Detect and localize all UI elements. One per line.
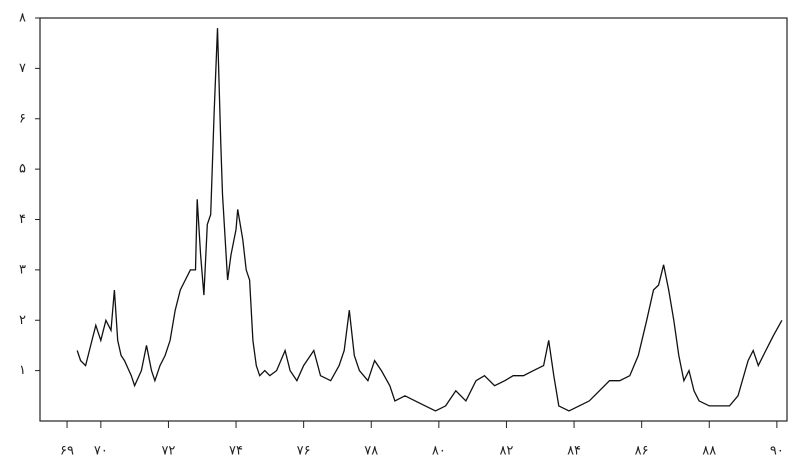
x-tick-label: ۸۸ xyxy=(702,444,716,459)
x-tick-label: ۹۰ xyxy=(770,444,784,459)
y-tick-label: ۲ xyxy=(19,313,26,328)
y-tick-label: ۱ xyxy=(19,363,26,378)
y-tick-label: ۳ xyxy=(19,262,26,277)
plot-frame xyxy=(39,17,788,422)
x-tick-label: ۸۶ xyxy=(635,444,649,459)
y-tick-label: ۷ xyxy=(19,61,26,76)
y-tick-label: ۴ xyxy=(19,212,26,227)
x-tick-label: ۸۴ xyxy=(567,444,581,459)
data-line xyxy=(76,28,783,412)
y-tick-label: ۵ xyxy=(19,162,26,177)
x-tick-label: ۸۲ xyxy=(499,444,513,459)
y-tick-label: ۸ xyxy=(19,11,26,26)
x-tick-label: ۷۴ xyxy=(229,444,243,459)
y-tick-label: ۶ xyxy=(19,111,26,126)
x-tick-label: ۷۶ xyxy=(297,444,311,459)
x-tick-label: ۶۹ xyxy=(60,444,74,459)
x-tick-label: ۷۸ xyxy=(364,444,378,459)
x-tick-label: ۷۰ xyxy=(94,444,108,459)
x-tick-label: ۸۰ xyxy=(432,444,446,459)
x-tick-label: ۷۲ xyxy=(161,444,175,459)
